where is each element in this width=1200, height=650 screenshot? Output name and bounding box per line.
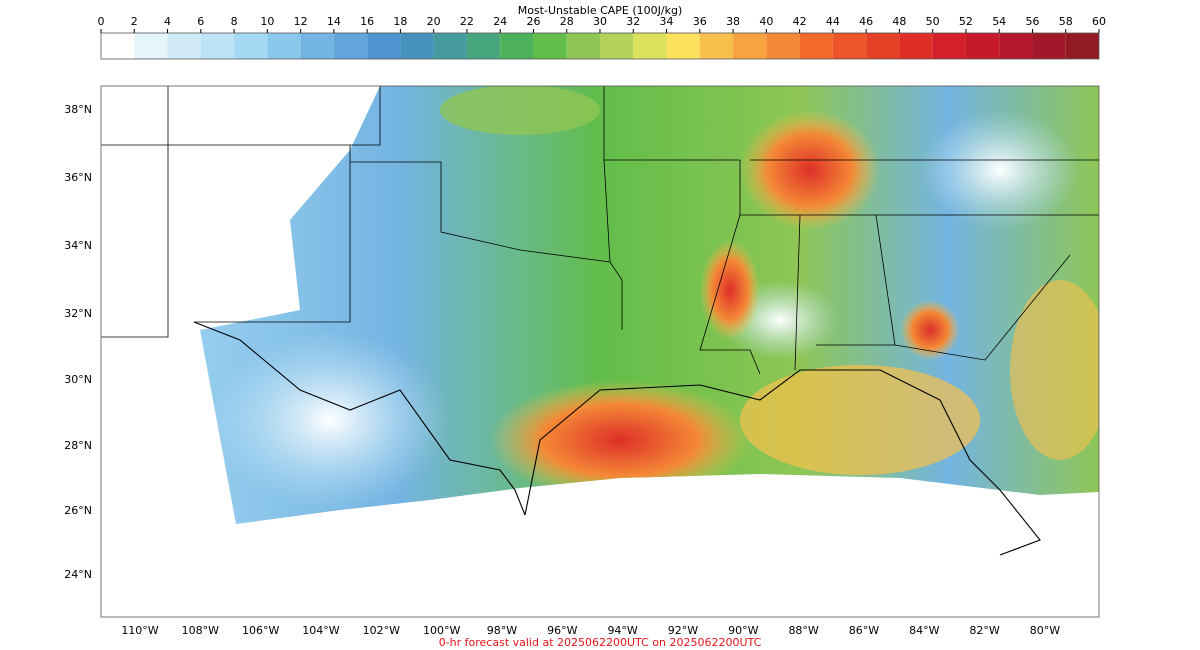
lat-labels: 38°N 36°N 34°N 32°N 30°N 28°N 26°N 24°N: [64, 103, 92, 581]
lat-label: 36°N: [64, 171, 92, 184]
lon-label: 102°W: [363, 624, 400, 637]
lon-label: 106°W: [242, 624, 279, 637]
lat-label: 30°N: [64, 373, 92, 386]
colorbar-bin: [999, 33, 1033, 59]
map-frame: [100, 85, 1100, 618]
colorbar-tick-label: 14: [327, 15, 341, 28]
lon-label: 84°W: [909, 624, 939, 637]
colorbar-bin: [367, 33, 401, 59]
lon-label: 104°W: [302, 624, 339, 637]
lat-label: 38°N: [64, 103, 92, 116]
colorbar-tick-label: 8: [231, 15, 238, 28]
colorbar-tick-label: 54: [992, 15, 1006, 28]
colorbar-bin: [766, 33, 800, 59]
cape-field: [200, 86, 1099, 524]
colorbar: 0 2 4 6 8 10 12 14 16 18 20 22 24 26 28 30 32 34 36 38 40 42 4…: [98, 15, 1106, 60]
lon-label: 100°W: [423, 624, 460, 637]
colorbar-bin: [533, 33, 567, 59]
colorbar-tick-label: 34: [660, 15, 674, 28]
lon-label: 92°W: [668, 624, 698, 637]
colorbar-tick-label: 12: [294, 15, 308, 28]
colorbar-bin: [333, 33, 368, 59]
colorbar-tick-label: 20: [427, 15, 441, 28]
colorbar-tick-label: 52: [959, 15, 973, 28]
colorbar-bin: [932, 33, 966, 59]
colorbar-bin: [899, 33, 933, 59]
colorbar-bin: [433, 33, 467, 59]
lon-label: 88°W: [788, 624, 818, 637]
lon-label: 98°W: [487, 624, 517, 637]
colorbar-bin: [300, 33, 334, 59]
colorbar-tick-label: 42: [793, 15, 807, 28]
colorbar-bin: [666, 33, 700, 59]
colorbar-tick-label: 50: [926, 15, 940, 28]
colorbar-tick-label: 56: [1025, 15, 1039, 28]
colorbar-tick-label: 18: [393, 15, 407, 28]
lat-label: 24°N: [64, 568, 92, 581]
colorbar-bin: [466, 33, 501, 59]
lon-label: 86°W: [849, 624, 879, 637]
colorbar-tick-label: 2: [131, 15, 138, 28]
lat-label: 26°N: [64, 504, 92, 517]
lon-label: 96°W: [547, 624, 577, 637]
colorbar-tick-label: 28: [560, 15, 574, 28]
colorbar-title: Most-Unstable CAPE (100J/kg): [518, 4, 683, 17]
lon-label: 108°W: [182, 624, 219, 637]
colorbar-bin: [101, 33, 135, 59]
colorbar-tick-label: 30: [593, 15, 607, 28]
colorbar-bin: [832, 33, 867, 59]
colorbar-bin: [400, 33, 434, 59]
colorbar-tick-label: 10: [260, 15, 274, 28]
colorbar-bin: [1032, 33, 1066, 59]
colorbar-bin: [134, 33, 168, 59]
colorbar-tick-label: 38: [726, 15, 740, 28]
colorbar-tick-label: 46: [859, 15, 873, 28]
boundaries: [101, 86, 1099, 556]
lat-label: 32°N: [64, 307, 92, 320]
colorbar-bin: [699, 33, 734, 59]
colorbar-bin: [566, 33, 600, 59]
map: [100, 85, 1100, 618]
colorbar-bin: [1065, 33, 1099, 59]
colorbar-bin: [633, 33, 667, 59]
colorbar-tick-label: 32: [626, 15, 640, 28]
colorbar-tick-label: 22: [460, 15, 474, 28]
lon-label: 94°W: [607, 624, 637, 637]
lat-label: 28°N: [64, 439, 92, 452]
colorbar-tick-label: 44: [826, 15, 840, 28]
lat-label: 34°N: [64, 239, 92, 252]
lon-label: 110°W: [121, 624, 158, 637]
colorbar-tick-label: 16: [360, 15, 374, 28]
lon-label: 82°W: [969, 624, 999, 637]
colorbar-tick-label: 6: [197, 15, 204, 28]
colorbar-bin: [200, 33, 235, 59]
footer: 0-hr forecast valid at 2025062200UTC on …: [439, 636, 762, 649]
colorbar-bin: [500, 33, 534, 59]
lon-label: 80°W: [1030, 624, 1060, 637]
lon-label: 90°W: [728, 624, 758, 637]
colorbar-bin: [267, 33, 301, 59]
colorbar-tick-label: 24: [493, 15, 507, 28]
colorbar-bin: [234, 33, 268, 59]
lon-labels: 110°W 108°W 106°W 104°W 102°W 100°W 98°W 96°W 94…: [121, 624, 1060, 637]
colorbar-tick-label: 26: [526, 15, 540, 28]
colorbar-bin: [600, 33, 634, 59]
colorbar-bin: [866, 33, 900, 59]
colorbar-tick-label: 36: [693, 15, 707, 28]
colorbar-tick-label: 60: [1092, 15, 1106, 28]
colorbar-bin: [965, 33, 1000, 59]
colorbar-tick-label: 4: [164, 15, 171, 28]
colorbar-tick-label: 0: [98, 15, 105, 28]
colorbar-tick-label: 48: [892, 15, 906, 28]
colorbar-bin: [167, 33, 201, 59]
colorbar-bin: [733, 33, 767, 59]
colorbar-bin: [799, 33, 833, 59]
colorbar-tick-label: 40: [759, 15, 773, 28]
colorbar-tick-label: 58: [1059, 15, 1073, 28]
